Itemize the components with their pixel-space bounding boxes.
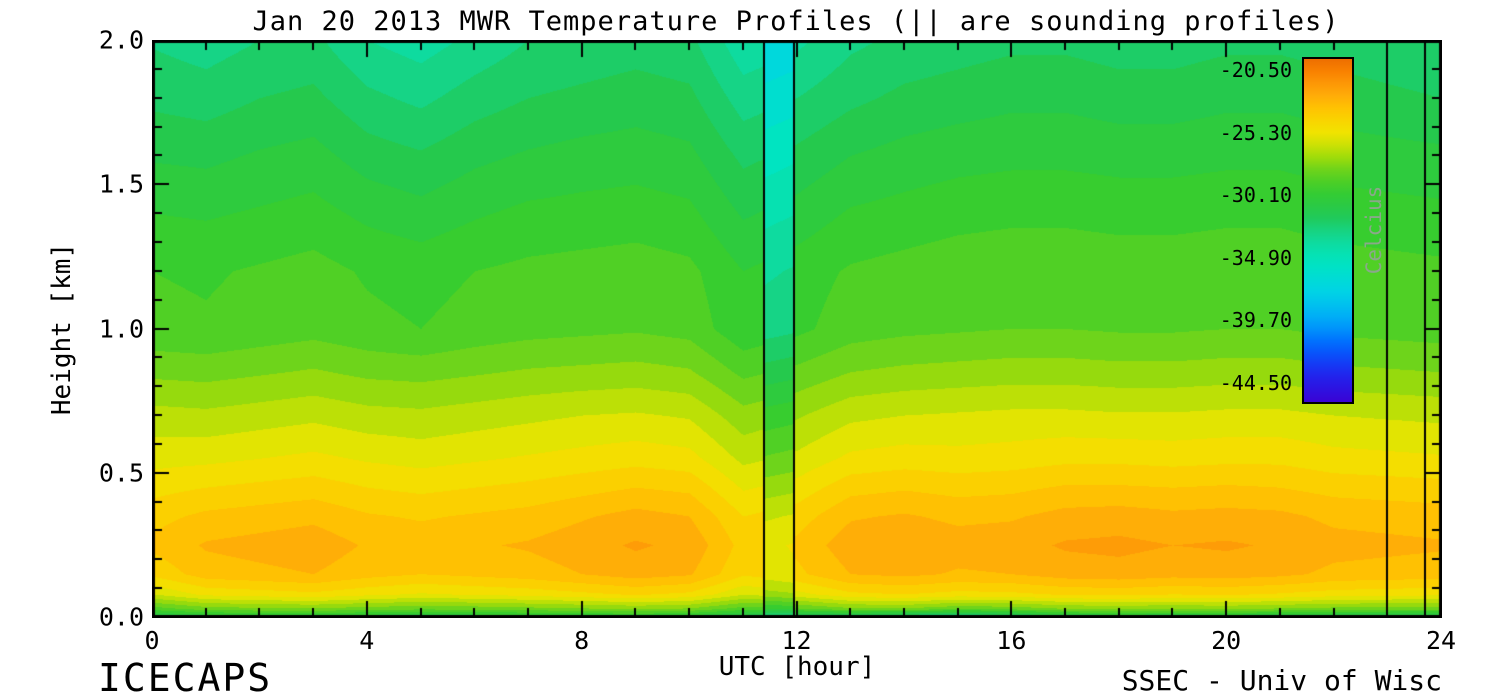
colorbar bbox=[1302, 57, 1354, 404]
chart-title: Jan 20 2013 MWR Temperature Profiles (||… bbox=[252, 6, 1340, 37]
x-axis-label: UTC [hour] bbox=[718, 652, 876, 682]
colorbar-tick-label: -34.90 bbox=[1219, 245, 1292, 270]
temperature-heatmap-canvas bbox=[152, 40, 1442, 618]
y-tick-label: 2.0 bbox=[98, 25, 144, 55]
y-axis-label: Height [km] bbox=[47, 242, 77, 416]
x-tick-label: 8 bbox=[574, 626, 590, 655]
colorbar-tick-label: -44.50 bbox=[1219, 371, 1292, 396]
colorbar-gradient bbox=[1304, 59, 1352, 402]
x-tick-label: 20 bbox=[1211, 626, 1242, 655]
colorbar-tick-label: -25.30 bbox=[1219, 120, 1292, 145]
y-tick-label: 0.0 bbox=[98, 602, 144, 632]
colorbar-tick-label: -39.70 bbox=[1219, 308, 1292, 333]
y-tick-label: 0.5 bbox=[98, 458, 144, 488]
x-tick-label: 0 bbox=[144, 626, 160, 655]
colorbar-tick-label: -30.10 bbox=[1219, 183, 1292, 208]
colorbar-tick-labels: -20.50 -25.30 -30.10 -34.90 -39.70 -44.50 bbox=[1180, 57, 1292, 400]
y-tick-label: 1.5 bbox=[98, 169, 144, 199]
project-label: ICECAPS bbox=[98, 656, 273, 700]
x-tick-label: 16 bbox=[996, 626, 1027, 655]
colorbar-unit-label: Celcius bbox=[1362, 185, 1386, 275]
x-tick-label: 4 bbox=[359, 626, 375, 655]
colorbar-tick-label: -20.50 bbox=[1219, 58, 1292, 83]
x-tick-label: 24 bbox=[1425, 626, 1457, 655]
y-tick-label: 1.0 bbox=[98, 314, 144, 343]
x-tick-label: 12 bbox=[781, 626, 812, 655]
credit-label: SSEC - Univ of Wisc bbox=[1121, 664, 1442, 697]
